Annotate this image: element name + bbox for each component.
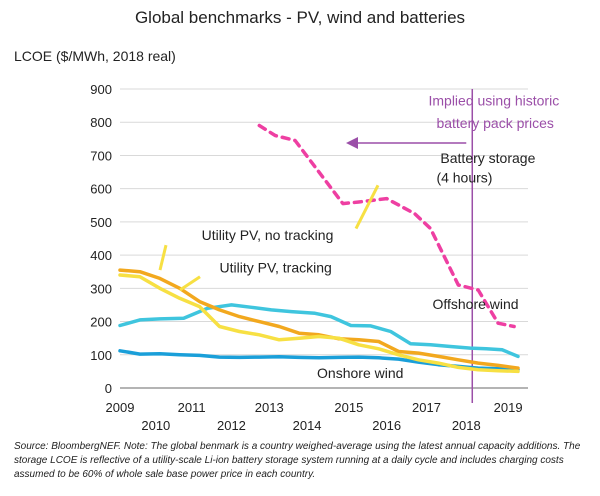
x-tick-label: 2012: [217, 418, 246, 433]
x-tick-label: 2017: [412, 400, 441, 415]
y-tick-label: 700: [90, 148, 112, 163]
x-tick-label: 2016: [372, 418, 401, 433]
annotation-label: Implied using historic: [428, 93, 559, 109]
x-tick-label: 2015: [334, 400, 363, 415]
y-tick-label: 200: [90, 315, 112, 330]
pv-no-tracking-leader-line: [158, 244, 168, 271]
divider-group: [346, 89, 474, 403]
y-tick-label: 100: [90, 348, 112, 363]
y-tick-label: 400: [90, 248, 112, 263]
annotations: Battery storage (4 hours) Utility PV, no t…: [202, 93, 560, 381]
annotation-label: Onshore wind: [317, 365, 403, 381]
y-tick-labels: 0 100 200 300 400 500 600 700 800 900: [90, 82, 112, 396]
series-lines: [118, 123, 520, 374]
y-tick-label: 300: [90, 281, 112, 296]
series-line-offshore-wind: [118, 303, 520, 359]
x-tick-labels: 2009 2010 2011 2012 2013 2014 2015 2016 2017 2018…: [106, 400, 523, 433]
x-tick-label: 2018: [452, 418, 481, 433]
annotation-label: Utility PV, no tracking: [202, 227, 334, 243]
line-chart: 0 100 200 300 400 500 600 700 800 900 2009 2010 201…: [90, 82, 560, 433]
x-tick-label: 2009: [106, 400, 135, 415]
annotation-label: Offshore wind: [432, 296, 518, 312]
chart-title: Global benchmarks - PV, wind and batteri…: [134, 8, 466, 27]
y-tick-label: 900: [90, 82, 112, 97]
x-tick-label: 2019: [494, 400, 523, 415]
implied-arrow-head: [346, 137, 358, 149]
x-tick-label: 2014: [293, 418, 322, 433]
x-tick-label: 2013: [255, 400, 284, 415]
x-tick-label: 2011: [178, 400, 206, 415]
battery-leader-line: [354, 184, 380, 230]
y-axis-label: LCOE ($/MWh, 2018 real): [14, 48, 176, 64]
annotation-label: Battery storage: [440, 150, 535, 166]
y-tick-label: 600: [90, 182, 112, 197]
pv-tracking-leader-line: [179, 275, 201, 292]
footnote: Source: BloombergNEF. Note: The global b…: [14, 441, 581, 480]
y-tick-label: 800: [90, 115, 112, 130]
series-line-battery-storage-4-hours: [257, 123, 516, 329]
annotation-label: Utility PV, tracking: [220, 259, 332, 275]
y-tick-label: 0: [105, 381, 112, 396]
x-tick-label: 2010: [141, 418, 170, 433]
series-line-utility-pv-tracking: [118, 273, 520, 374]
annotation-label: battery pack prices: [436, 115, 554, 131]
annotation-label: (4 hours): [436, 170, 492, 186]
y-tick-label: 500: [90, 215, 112, 230]
